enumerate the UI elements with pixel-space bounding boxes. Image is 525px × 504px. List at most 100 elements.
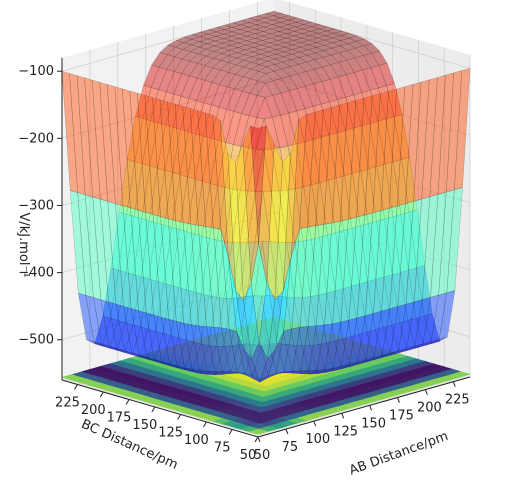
surface-facet (229, 371, 246, 374)
surface-facet (348, 97, 365, 220)
surface-facet (317, 368, 334, 374)
surface-facet (277, 296, 294, 346)
surface-facet (236, 331, 253, 379)
surface-facet (230, 33, 248, 39)
y-tick-mark (99, 391, 104, 398)
x-tick-mark (452, 381, 456, 387)
surface-facet (327, 177, 345, 234)
surface-facet (286, 241, 303, 299)
surface-facet (327, 232, 344, 292)
y-tick-label: 175 (107, 411, 132, 426)
surface-facet (364, 210, 382, 316)
surface-facet (384, 161, 402, 218)
z-tick-label: −300 (18, 198, 54, 213)
surface-facet (227, 153, 244, 301)
surface-facet (86, 339, 103, 347)
surface-facet (232, 146, 249, 191)
surface-facet (367, 279, 384, 330)
surface-facet (177, 289, 195, 341)
surface-facet (262, 190, 279, 243)
surface-facet (110, 211, 127, 271)
surface-facet (306, 59, 323, 70)
surface-facet (292, 326, 309, 372)
surface-facet (226, 88, 243, 112)
surface-facet (227, 57, 245, 66)
surface-facet (126, 116, 144, 162)
surface-facet (325, 28, 343, 34)
surface-facet (115, 303, 132, 353)
surface-facet (167, 101, 184, 223)
surface-facet (299, 225, 316, 328)
surface-facet (263, 24, 281, 30)
surface-facet (253, 35, 272, 41)
surface-facet (246, 241, 263, 297)
surface-facet (134, 118, 151, 164)
surface-facet (199, 370, 216, 375)
surface-facet (278, 28, 296, 34)
surface-facet (170, 229, 188, 288)
y-tick-mark (74, 384, 78, 390)
z-grid-line (61, 212, 471, 273)
surface-facet (301, 370, 317, 375)
surface-facet (187, 100, 205, 135)
surface-facet (350, 359, 366, 367)
surface-facet (357, 313, 374, 363)
surface-facet (255, 22, 273, 28)
surface-facet (190, 41, 208, 48)
surface-facet (398, 301, 415, 352)
x-tick-mark (313, 421, 317, 427)
surface-facet (200, 295, 217, 346)
surface-facet (351, 225, 368, 285)
surface-facet (270, 241, 287, 298)
surface-facet (204, 57, 222, 69)
tick-labels: 5075100125150175200225507510012515017520… (18, 64, 469, 463)
surface-facet (350, 334, 367, 365)
surface-facet (252, 345, 269, 380)
x-tick-label: 175 (389, 409, 414, 424)
potential-surface (61, 10, 471, 383)
surface-facet (192, 343, 209, 374)
surface-facet (354, 55, 372, 71)
surface-facet (215, 29, 233, 35)
surface-facet (235, 290, 253, 360)
surface-facet (235, 144, 252, 301)
surface-facet (144, 95, 161, 217)
surface-facet (254, 31, 272, 37)
surface-facet (154, 359, 171, 366)
surface-facet (310, 24, 328, 30)
surface-facet (260, 343, 278, 377)
surface-facet (334, 338, 351, 370)
surface-facet (295, 19, 313, 25)
surface-facet (256, 13, 275, 19)
surface-facet (202, 104, 220, 139)
surface-facet (213, 42, 231, 49)
surface-facet (285, 343, 302, 374)
surface-facet (339, 100, 357, 222)
y-tick-label: 125 (158, 426, 183, 441)
surface-facet (354, 69, 371, 93)
surface-facet (213, 47, 231, 54)
surface-facet (131, 352, 148, 360)
surface-facet (233, 90, 250, 114)
surface-facet (334, 288, 352, 340)
surface-facet (240, 17, 258, 23)
surface-facet (281, 66, 299, 77)
surface-facet (324, 33, 342, 39)
surface-facet (270, 190, 288, 243)
surface-facet (183, 322, 200, 371)
y-tick-label: 100 (184, 433, 209, 448)
surface-facet (201, 183, 218, 239)
surface-facet (197, 110, 214, 229)
surface-facet (165, 71, 183, 95)
surface-facet (326, 290, 343, 342)
y-tick-label: 50 (240, 448, 257, 463)
surface-facet (135, 85, 152, 119)
surface-facet (182, 222, 200, 327)
surface-facet (340, 33, 358, 39)
surface-facet (454, 67, 471, 191)
surface-facet (302, 26, 320, 32)
surface-facet (324, 221, 341, 326)
surface-facet (231, 242, 248, 299)
surface-facet (365, 310, 382, 361)
surface-facet (253, 241, 271, 297)
